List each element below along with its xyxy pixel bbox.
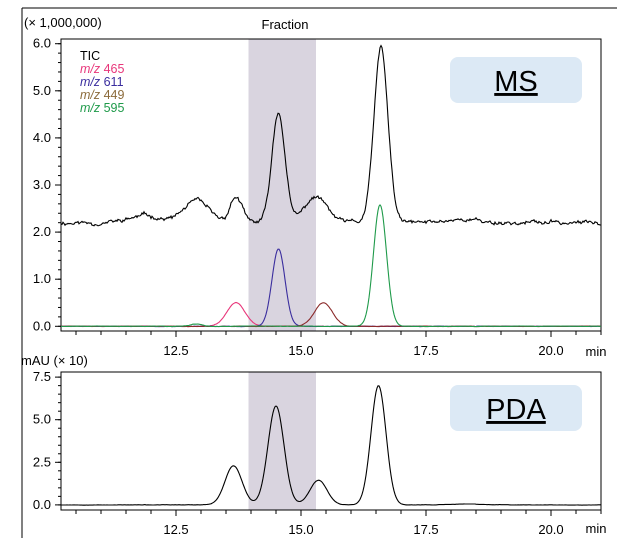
ms-x-tick-label: 17.5 xyxy=(413,343,438,358)
legend-mz-prefix: m/z xyxy=(80,101,104,115)
pda-x-tick-label: 12.5 xyxy=(163,522,188,537)
pda-y-tick-label: 2.5 xyxy=(33,454,51,469)
ms-y-tick-label: 5.0 xyxy=(33,83,51,98)
legend-mz-value: 449 xyxy=(104,88,125,102)
pda-y-axis-label: mAU (× 10) xyxy=(21,353,88,368)
ms-x-axis-unit: min xyxy=(586,344,607,359)
legend-mz-prefix: m/z xyxy=(80,62,104,76)
ms-series-m-z-595 xyxy=(60,203,601,328)
ms-axes: 0.0 1.0 2.0 3.0 4.0 5.0 6.0 12.5 15.0 17.5 20.0 xyxy=(33,36,602,358)
ms-y-tick-label: 6.0 xyxy=(33,36,51,51)
pda-y-tick-label: 7.5 xyxy=(33,369,51,384)
ms-multiplier-label: (× 1,000,000) xyxy=(24,15,102,30)
pda-panel: mAU (× 10) 0.02.55.07.512.5 15.0 17.5 20.0 … xyxy=(21,353,606,537)
pda-series-lines xyxy=(61,385,601,506)
ms-badge-label: MS xyxy=(494,66,538,98)
legend-entry-1: TIC xyxy=(80,49,100,63)
legend-entry-3: m/z 611 xyxy=(80,75,124,89)
ms-series-m-z-449 xyxy=(60,302,602,328)
ms-series-m-z-465 xyxy=(60,301,601,328)
pda-x-tick-label: 15.0 xyxy=(288,522,313,537)
ms-fraction-label: Fraction xyxy=(262,17,309,32)
pda-x-tick-label: 17.5 xyxy=(413,522,438,537)
legend-mz-value: 465 xyxy=(104,62,125,76)
ms-y-tick-label: 3.0 xyxy=(33,177,51,192)
pda-plot-frame xyxy=(60,371,602,511)
pda-x-axis-unit: min xyxy=(586,521,607,536)
ms-y-tick-label: 4.0 xyxy=(33,130,51,145)
ms-y-tick-label: 2.0 xyxy=(33,224,51,239)
pda-axes: 0.0 2.5 5.0 7.5 12.5 15.0 17.5 20.0 xyxy=(33,369,602,537)
ms-fraction-band xyxy=(248,39,316,331)
pda-badge-label: PDA xyxy=(486,394,546,426)
ms-panel: Fraction (× 1,000,000) 0.0 1.0 2.0 3.0 4.0 5.… xyxy=(24,15,606,359)
ms-series-m-z-611 xyxy=(60,248,602,328)
ms-series-lines xyxy=(60,44,602,328)
ms-x-tick-label: 20.0 xyxy=(538,343,563,358)
ms-series-tic xyxy=(60,44,602,227)
ms-y-tick-label: 0.0 xyxy=(33,318,51,333)
legend-entry-4: m/z 449 xyxy=(80,88,125,102)
pda-fraction-band xyxy=(248,372,316,510)
legend-entry-5: m/z 595 xyxy=(80,101,125,115)
ms-x-tick-label: 15.0 xyxy=(288,343,313,358)
pda-series-trace xyxy=(61,385,601,506)
pda-y-tick-label: 0.0 xyxy=(33,497,51,512)
legend-mz-value: 611 xyxy=(104,75,124,89)
pda-badge xyxy=(450,385,582,431)
pda-y-tick-label: 5.0 xyxy=(33,412,51,427)
ms-badge xyxy=(450,57,582,103)
ms-x-tick-label: 12.5 xyxy=(163,343,188,358)
legend-mz-prefix: m/z xyxy=(80,88,104,102)
ms-y-tick-label: 1.0 xyxy=(33,271,51,286)
legend-mz-value: 595 xyxy=(104,101,125,115)
pda-x-tick-label: 20.0 xyxy=(538,522,563,537)
legend-entry-2: m/z 465 xyxy=(80,62,125,76)
legend-mz-prefix: m/z xyxy=(80,75,104,89)
